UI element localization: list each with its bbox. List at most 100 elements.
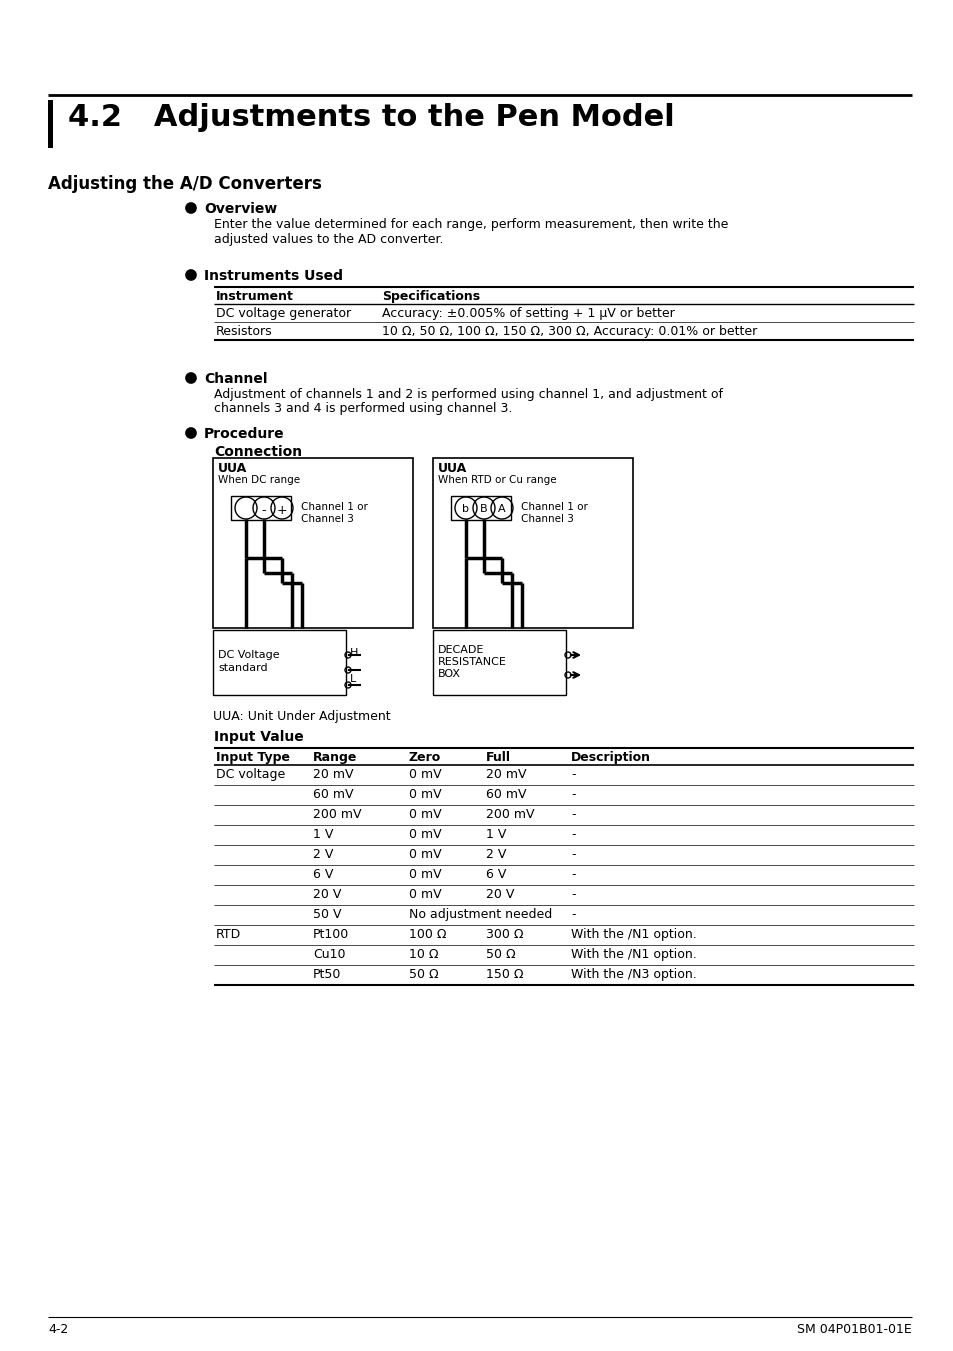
Text: 6 V: 6 V	[313, 867, 333, 881]
Text: +: +	[276, 504, 287, 517]
Circle shape	[186, 373, 195, 382]
Text: 4-2: 4-2	[48, 1323, 69, 1336]
Circle shape	[186, 270, 195, 280]
Text: standard: standard	[218, 663, 268, 673]
Text: RTD: RTD	[215, 928, 241, 942]
Text: b: b	[462, 504, 469, 513]
Text: Accuracy: ±0.005% of setting + 1 μV or better: Accuracy: ±0.005% of setting + 1 μV or b…	[381, 307, 674, 320]
Text: 20 mV: 20 mV	[485, 767, 526, 781]
Text: UUA: UUA	[218, 462, 247, 476]
Text: RESISTANCE: RESISTANCE	[437, 657, 506, 667]
Text: Pt100: Pt100	[313, 928, 349, 942]
Text: 0 mV: 0 mV	[409, 767, 441, 781]
Text: Specifications: Specifications	[381, 290, 479, 303]
Text: 2 V: 2 V	[313, 848, 333, 861]
Text: -: -	[571, 828, 575, 842]
Text: 50 Ω: 50 Ω	[485, 948, 515, 961]
Text: Channel 3: Channel 3	[520, 513, 574, 524]
Text: No adjustment needed: No adjustment needed	[409, 908, 552, 921]
Text: 60 mV: 60 mV	[485, 788, 526, 801]
Text: Adjustment of channels 1 and 2 is performed using channel 1, and adjustment of: Adjustment of channels 1 and 2 is perfor…	[213, 388, 722, 401]
Text: 0 mV: 0 mV	[409, 828, 441, 842]
Text: Input Type: Input Type	[215, 751, 290, 765]
Text: Connection: Connection	[213, 444, 302, 459]
Text: With the /N3 option.: With the /N3 option.	[571, 969, 696, 981]
Text: When DC range: When DC range	[218, 476, 300, 485]
Text: adjusted values to the AD converter.: adjusted values to the AD converter.	[213, 232, 443, 246]
Text: -: -	[261, 504, 266, 517]
Text: Zero: Zero	[409, 751, 441, 765]
Text: Resistors: Resistors	[215, 326, 273, 338]
Text: -: -	[571, 908, 575, 921]
Text: UUA: UUA	[437, 462, 467, 476]
Text: 0 mV: 0 mV	[409, 888, 441, 901]
Circle shape	[186, 203, 195, 213]
Text: 4.2   Adjustments to the Pen Model: 4.2 Adjustments to the Pen Model	[68, 103, 674, 132]
Text: 0 mV: 0 mV	[409, 788, 441, 801]
Text: DC voltage generator: DC voltage generator	[215, 307, 351, 320]
Text: Channel 3: Channel 3	[301, 513, 354, 524]
Text: 200 mV: 200 mV	[313, 808, 361, 821]
Text: Instrument: Instrument	[215, 290, 294, 303]
Text: Enter the value determined for each range, perform measurement, then write the: Enter the value determined for each rang…	[213, 218, 727, 231]
Text: 20 V: 20 V	[485, 888, 514, 901]
Bar	[48, 100, 53, 149]
Text: A: A	[497, 504, 505, 513]
Text: 100 Ω: 100 Ω	[409, 928, 446, 942]
Bar	[433, 630, 565, 694]
Bar	[231, 496, 291, 520]
Text: Full: Full	[485, 751, 511, 765]
Text: DECADE: DECADE	[437, 644, 484, 655]
Text: Input Value: Input Value	[213, 730, 303, 744]
Text: 6 V: 6 V	[485, 867, 506, 881]
Text: Instruments Used: Instruments Used	[204, 269, 343, 282]
Text: H: H	[350, 648, 358, 658]
Text: -: -	[571, 867, 575, 881]
Text: With the /N1 option.: With the /N1 option.	[571, 928, 696, 942]
Text: Overview: Overview	[204, 203, 277, 216]
Bar	[213, 458, 413, 628]
Text: Channel 1 or: Channel 1 or	[301, 503, 368, 512]
Text: 50 V: 50 V	[313, 908, 341, 921]
Text: 0 mV: 0 mV	[409, 848, 441, 861]
Text: 200 mV: 200 mV	[485, 808, 534, 821]
Text: 20 mV: 20 mV	[313, 767, 354, 781]
Text: 20 V: 20 V	[313, 888, 341, 901]
Text: -: -	[571, 767, 575, 781]
Text: 1 V: 1 V	[313, 828, 333, 842]
Bar	[213, 630, 346, 694]
Text: Description: Description	[571, 751, 650, 765]
Text: UUA: Unit Under Adjustment: UUA: Unit Under Adjustment	[213, 711, 390, 723]
Text: With the /N1 option.: With the /N1 option.	[571, 948, 696, 961]
Text: 300 Ω: 300 Ω	[485, 928, 523, 942]
Bar	[433, 458, 633, 628]
Text: -: -	[571, 848, 575, 861]
Text: BOX: BOX	[437, 669, 460, 680]
Text: Channel: Channel	[204, 372, 267, 386]
Text: -: -	[571, 808, 575, 821]
Text: 0 mV: 0 mV	[409, 808, 441, 821]
Text: 0 mV: 0 mV	[409, 867, 441, 881]
Text: L: L	[350, 674, 355, 684]
Text: 50 Ω: 50 Ω	[409, 969, 438, 981]
Circle shape	[186, 428, 195, 438]
Text: channels 3 and 4 is performed using channel 3.: channels 3 and 4 is performed using chan…	[213, 403, 512, 415]
Text: 1 V: 1 V	[485, 828, 506, 842]
Text: 10 Ω: 10 Ω	[409, 948, 438, 961]
Text: 60 mV: 60 mV	[313, 788, 354, 801]
Text: Procedure: Procedure	[204, 427, 284, 440]
Text: Range: Range	[313, 751, 357, 765]
Text: 2 V: 2 V	[485, 848, 506, 861]
Text: DC voltage: DC voltage	[215, 767, 285, 781]
Text: 150 Ω: 150 Ω	[485, 969, 523, 981]
Text: Cu10: Cu10	[313, 948, 345, 961]
Text: DC Voltage: DC Voltage	[218, 650, 279, 661]
Text: 10 Ω, 50 Ω, 100 Ω, 150 Ω, 300 Ω, Accuracy: 0.01% or better: 10 Ω, 50 Ω, 100 Ω, 150 Ω, 300 Ω, Accurac…	[381, 326, 757, 338]
Bar	[451, 496, 511, 520]
Text: Pt50: Pt50	[313, 969, 341, 981]
Text: When RTD or Cu range: When RTD or Cu range	[437, 476, 556, 485]
Text: -: -	[571, 888, 575, 901]
Text: SM 04P01B01-01E: SM 04P01B01-01E	[797, 1323, 911, 1336]
Text: Adjusting the A/D Converters: Adjusting the A/D Converters	[48, 176, 321, 193]
Text: Channel 1 or: Channel 1 or	[520, 503, 587, 512]
